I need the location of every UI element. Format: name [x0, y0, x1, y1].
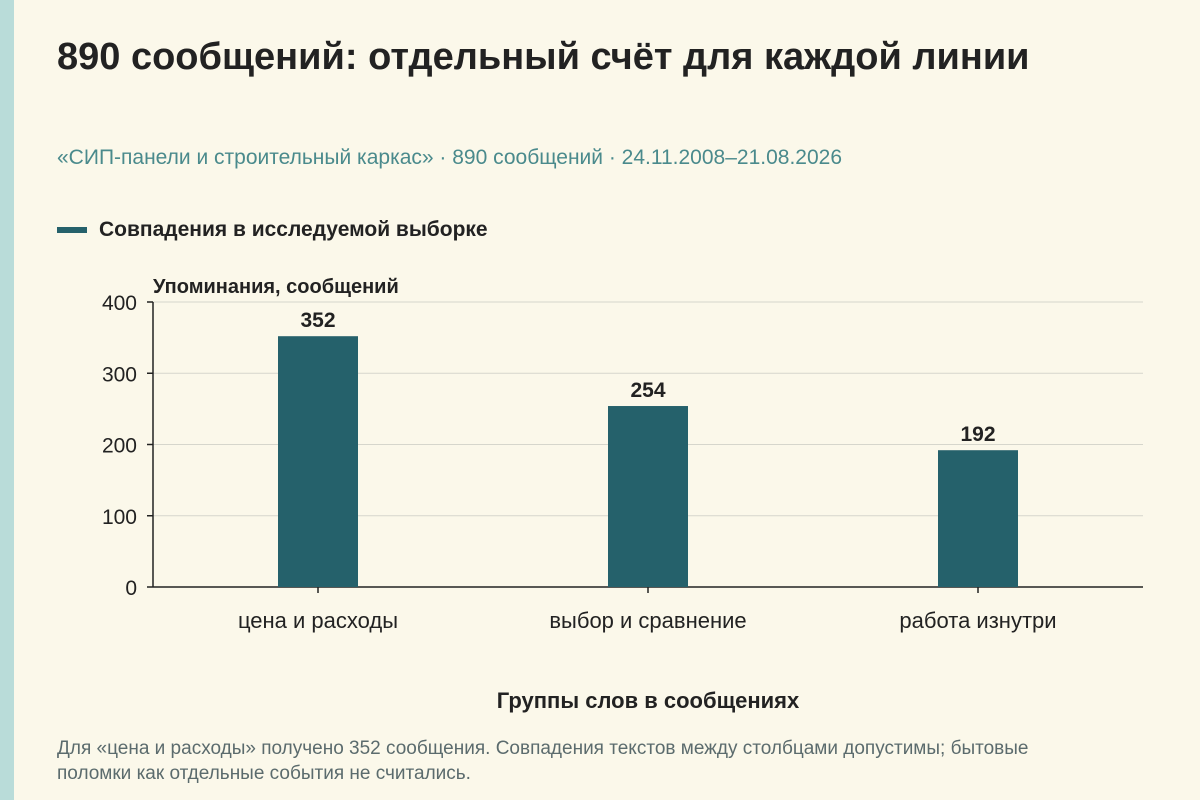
legend-label: Совпадения в исследуемой выборке: [99, 218, 488, 241]
y-tick-label: 200: [102, 435, 137, 458]
y-axis-label: Упоминания, сообщений: [153, 276, 399, 298]
x-axis-label: Группы слов в сообщениях: [497, 688, 800, 713]
footnote: Для «цена и расходы» получено 352 сообще…: [57, 738, 1029, 784]
bar-value-label: 254: [630, 379, 665, 402]
y-tick-label: 100: [102, 506, 137, 529]
legend: Совпадения в исследуемой выборке: [57, 218, 488, 242]
x-tick-label: выбор и сравнение: [549, 608, 746, 633]
y-tick-label: 300: [102, 363, 137, 386]
legend-swatch: [57, 227, 87, 233]
bar: [938, 450, 1018, 587]
x-tick-label: цена и расходы: [238, 608, 398, 633]
bar: [608, 406, 688, 587]
chart-title: 890 сообщений: отдельный счёт для каждой…: [57, 36, 1030, 78]
y-tick-label: 0: [125, 577, 137, 600]
bar: [278, 336, 358, 587]
bar-value-label: 352: [300, 309, 335, 332]
x-tick-label: работа изнутри: [899, 608, 1056, 633]
y-tick-label: 400: [102, 292, 137, 315]
chart-subtitle: «СИП-панели и строительный каркас» · 890…: [57, 146, 842, 169]
bar-value-label: 192: [960, 423, 995, 446]
left-accent-stripe: [0, 0, 14, 800]
